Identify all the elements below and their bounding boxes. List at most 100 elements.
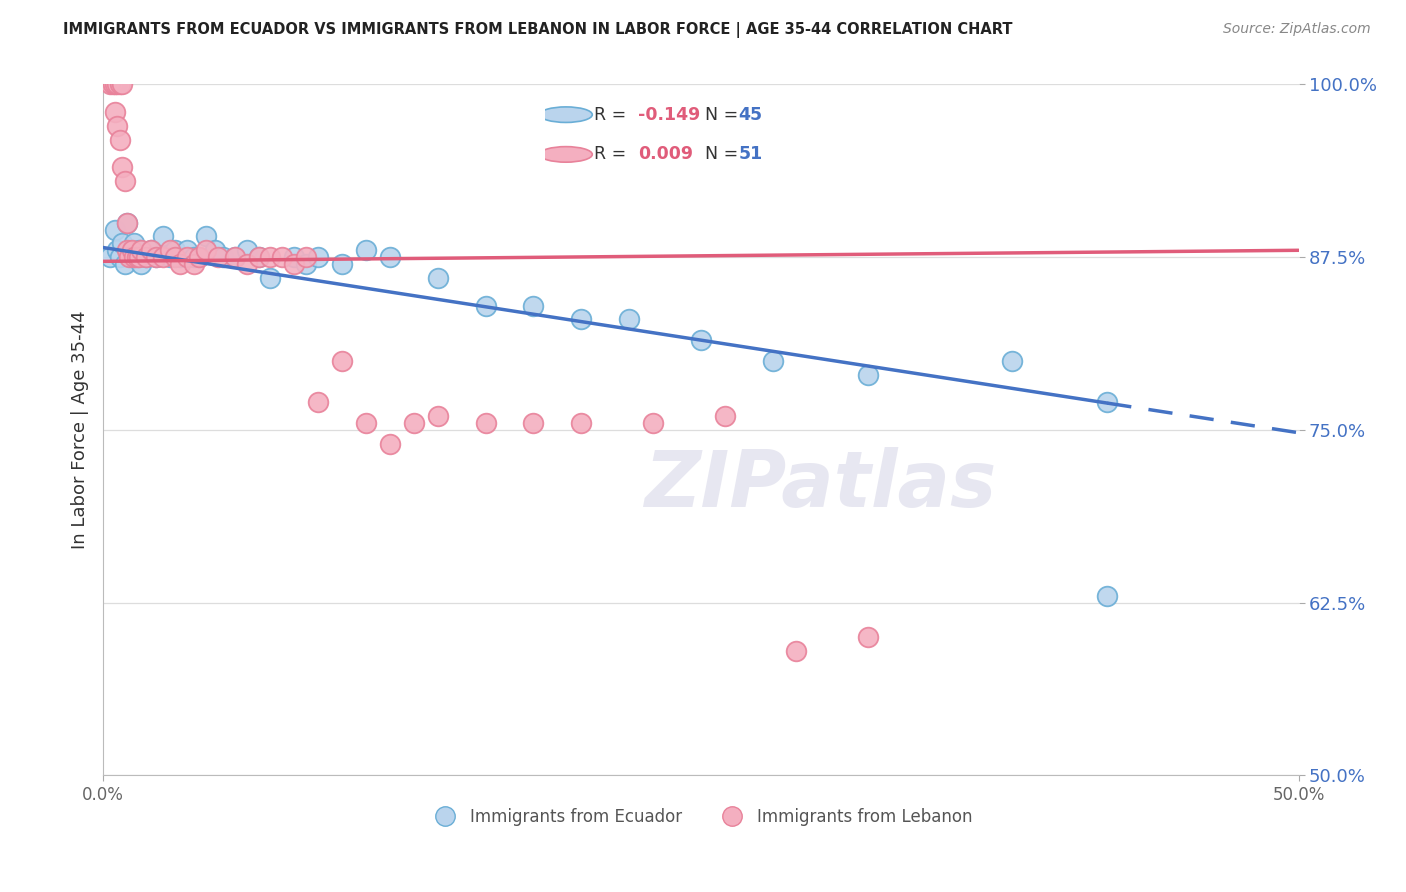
Point bbox=[98, 78, 121, 92]
Point bbox=[224, 250, 246, 264]
Point bbox=[194, 229, 217, 244]
Point bbox=[247, 250, 270, 264]
Point bbox=[207, 250, 229, 264]
Point bbox=[235, 244, 257, 258]
Point bbox=[426, 409, 449, 424]
Y-axis label: In Labor Force | Age 35-44: In Labor Force | Age 35-44 bbox=[72, 310, 89, 549]
Point bbox=[330, 257, 353, 271]
Point bbox=[194, 244, 217, 258]
Point bbox=[183, 257, 205, 271]
Point bbox=[761, 354, 783, 368]
Point bbox=[107, 244, 129, 258]
Point bbox=[128, 244, 150, 258]
Point bbox=[108, 78, 131, 92]
Point bbox=[271, 250, 294, 264]
Point bbox=[713, 409, 735, 424]
Point bbox=[163, 244, 186, 258]
Point bbox=[169, 257, 191, 271]
Point bbox=[211, 250, 233, 264]
Point bbox=[152, 229, 174, 244]
Point bbox=[474, 416, 496, 430]
Point bbox=[128, 250, 150, 264]
Point bbox=[247, 250, 270, 264]
Point bbox=[307, 395, 329, 409]
Point bbox=[139, 244, 162, 258]
Point bbox=[111, 161, 134, 175]
Legend: Immigrants from Ecuador, Immigrants from Lebanon: Immigrants from Ecuador, Immigrants from… bbox=[422, 802, 980, 833]
Point bbox=[235, 257, 257, 271]
Point bbox=[122, 236, 145, 251]
Point bbox=[107, 78, 129, 92]
Point bbox=[115, 216, 138, 230]
Point bbox=[522, 416, 544, 430]
Point bbox=[224, 250, 246, 264]
Point bbox=[145, 250, 167, 264]
Point bbox=[378, 250, 401, 264]
Point bbox=[856, 368, 879, 382]
Point bbox=[307, 250, 329, 264]
Point bbox=[183, 250, 205, 264]
Point bbox=[1001, 354, 1024, 368]
Point bbox=[115, 216, 138, 230]
Point bbox=[617, 312, 640, 326]
Point bbox=[135, 250, 157, 264]
Point bbox=[125, 250, 148, 264]
Point bbox=[169, 250, 191, 264]
Point bbox=[104, 78, 127, 92]
Point bbox=[121, 250, 143, 264]
Point bbox=[107, 119, 129, 133]
Point bbox=[118, 250, 141, 264]
Point bbox=[378, 437, 401, 451]
Point bbox=[101, 78, 124, 92]
Point bbox=[259, 271, 281, 285]
Point bbox=[139, 244, 162, 258]
Point bbox=[176, 250, 198, 264]
Point bbox=[135, 250, 157, 264]
Point bbox=[354, 244, 377, 258]
Point bbox=[131, 257, 153, 271]
Point bbox=[354, 416, 377, 430]
Point bbox=[856, 630, 879, 644]
Point bbox=[122, 250, 145, 264]
Point bbox=[108, 250, 131, 264]
Text: IMMIGRANTS FROM ECUADOR VS IMMIGRANTS FROM LEBANON IN LABOR FORCE | AGE 35-44 CO: IMMIGRANTS FROM ECUADOR VS IMMIGRANTS FR… bbox=[63, 22, 1012, 38]
Point bbox=[569, 416, 592, 430]
Point bbox=[1097, 589, 1119, 603]
Point bbox=[295, 250, 318, 264]
Point bbox=[474, 299, 496, 313]
Text: ZIPatlas: ZIPatlas bbox=[644, 447, 997, 524]
Point bbox=[104, 105, 127, 120]
Text: Source: ZipAtlas.com: Source: ZipAtlas.com bbox=[1223, 22, 1371, 37]
Point bbox=[176, 244, 198, 258]
Point bbox=[111, 236, 134, 251]
Point bbox=[108, 133, 131, 147]
Point bbox=[641, 416, 664, 430]
Point bbox=[426, 271, 449, 285]
Point bbox=[522, 299, 544, 313]
Point bbox=[114, 257, 136, 271]
Point bbox=[98, 250, 121, 264]
Point bbox=[283, 250, 305, 264]
Point bbox=[402, 416, 425, 430]
Point bbox=[187, 250, 209, 264]
Point bbox=[159, 250, 181, 264]
Point bbox=[283, 257, 305, 271]
Point bbox=[159, 244, 181, 258]
Point bbox=[259, 250, 281, 264]
Point bbox=[204, 244, 226, 258]
Point bbox=[187, 250, 209, 264]
Point bbox=[145, 250, 167, 264]
Point bbox=[152, 250, 174, 264]
Point bbox=[330, 354, 353, 368]
Point bbox=[104, 222, 127, 236]
Point bbox=[1097, 395, 1119, 409]
Point bbox=[785, 644, 807, 658]
Point bbox=[131, 244, 153, 258]
Point bbox=[163, 250, 186, 264]
Point bbox=[111, 78, 134, 92]
Point bbox=[295, 257, 318, 271]
Point bbox=[114, 174, 136, 188]
Point bbox=[121, 244, 143, 258]
Point bbox=[115, 244, 138, 258]
Point bbox=[569, 312, 592, 326]
